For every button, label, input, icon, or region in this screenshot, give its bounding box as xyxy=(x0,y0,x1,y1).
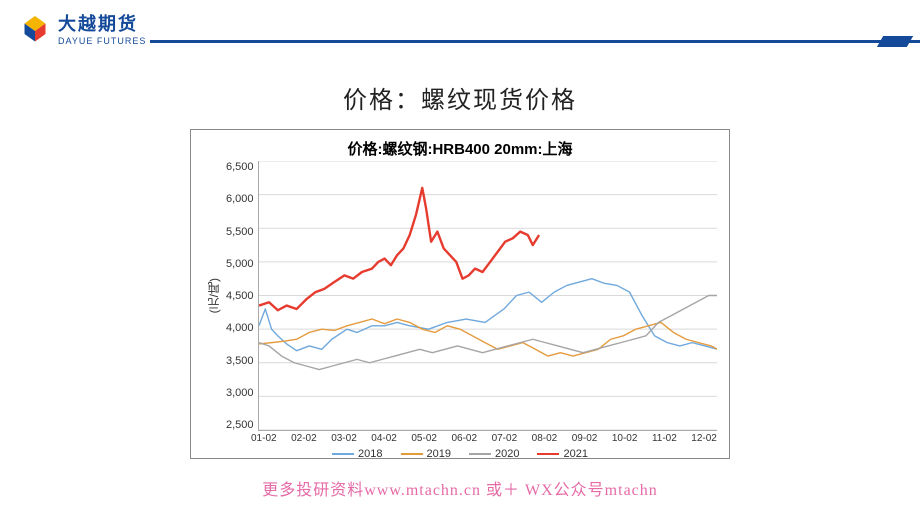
legend-item-2020: 2020 xyxy=(469,448,519,460)
x-tick-label: 01-02 xyxy=(251,433,277,444)
y-tick-label: 3,000 xyxy=(226,387,254,399)
series-line-2021 xyxy=(259,188,539,310)
plot-area xyxy=(258,161,717,431)
series-line-2018 xyxy=(259,279,717,351)
chart-container: 价格:螺纹钢:HRB400 20mm:上海 (元/吨) 6,500 6,000 5,… xyxy=(190,129,730,459)
footer-text: 更多投研资料www.mtachn.cn 或＋ WX公众号mtachn xyxy=(0,476,920,500)
y-tick-label: 6,500 xyxy=(226,161,254,173)
legend-label: 2018 xyxy=(358,448,382,460)
x-tick-label: 04-02 xyxy=(371,433,397,444)
x-tick-label: 02-02 xyxy=(291,433,317,444)
x-tick-label: 07-02 xyxy=(492,433,518,444)
x-tick-label: 09-02 xyxy=(572,433,598,444)
y-axis-label: (元/吨) xyxy=(203,278,224,313)
legend-item-2018: 2018 xyxy=(332,448,382,460)
legend-swatch xyxy=(537,453,559,455)
x-tick-label: 10-02 xyxy=(612,433,638,444)
y-tick-label: 5,000 xyxy=(226,258,254,270)
chart-title: 价格:螺纹钢:HRB400 20mm:上海 xyxy=(203,138,717,159)
y-tick-label: 6,000 xyxy=(226,193,254,205)
x-tick-label: 08-02 xyxy=(532,433,558,444)
y-tick-label: 2,500 xyxy=(226,419,254,431)
legend-item-2021: 2021 xyxy=(537,448,587,460)
brand-text: 大越期货 DAYUE FUTURES xyxy=(58,10,146,46)
legend-label: 2020 xyxy=(495,448,519,460)
y-tick-label: 4,000 xyxy=(226,322,254,334)
chart-series xyxy=(259,188,717,370)
chart-gridlines xyxy=(259,161,717,430)
legend-label: 2019 xyxy=(427,448,451,460)
x-tick-label: 11-02 xyxy=(652,433,677,444)
brand-cn: 大越期货 xyxy=(58,10,146,36)
legend-item-2019: 2019 xyxy=(401,448,451,460)
y-tick-label: 5,500 xyxy=(226,226,254,238)
plot-wrap: (元/吨) 6,500 6,000 5,500 5,000 4,500 4,000 3,50… xyxy=(203,161,717,431)
chart-legend: 2018 2019 2020 2021 xyxy=(203,448,717,460)
x-tick-label: 12-02 xyxy=(691,433,717,444)
y-tick-label: 3,500 xyxy=(226,355,254,367)
x-axis-ticks: 01-02 02-02 03-02 04-02 05-02 06-02 07-02 08-02… xyxy=(203,433,717,444)
page-title: 价格：螺纹现货价格 xyxy=(0,80,920,115)
x-tick-label: 03-02 xyxy=(331,433,357,444)
series-line-2020 xyxy=(259,296,717,370)
x-tick-label: 05-02 xyxy=(411,433,437,444)
y-tick-label: 4,500 xyxy=(226,290,254,302)
y-axis-ticks: 6,500 6,000 5,500 5,000 4,500 4,000 3,500 3,000… xyxy=(224,161,258,431)
header-divider xyxy=(150,40,920,43)
dayue-logo-icon xyxy=(20,13,50,43)
legend-swatch xyxy=(401,453,423,454)
legend-label: 2021 xyxy=(563,448,587,460)
x-tick-label: 06-02 xyxy=(451,433,477,444)
legend-swatch xyxy=(332,453,354,454)
legend-swatch xyxy=(469,453,491,454)
chart-svg xyxy=(259,161,717,430)
brand-en: DAYUE FUTURES xyxy=(58,36,146,46)
